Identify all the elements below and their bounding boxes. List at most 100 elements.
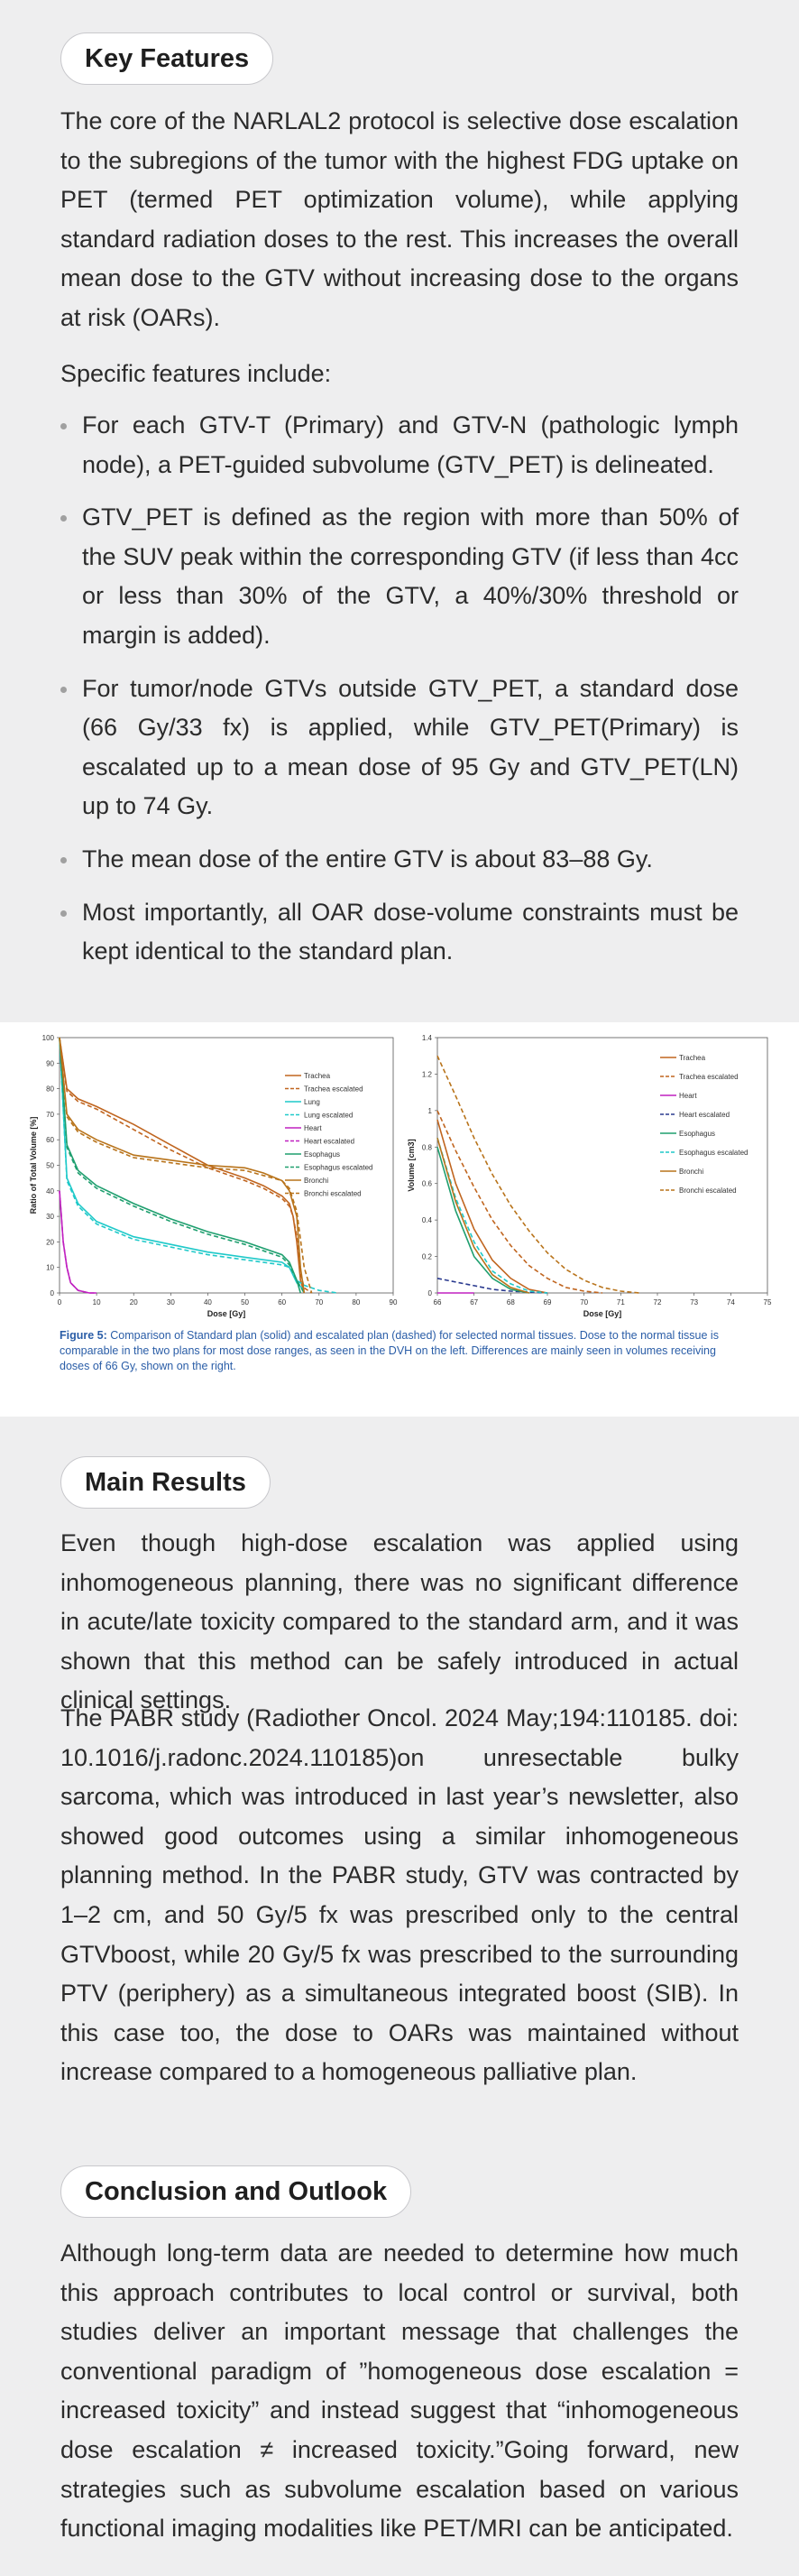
x-tick-label: 68 [507, 1298, 515, 1306]
x-tick-label: 70 [580, 1298, 588, 1306]
legend-label: Heart escalated [679, 1111, 730, 1119]
legend-label: Heart [679, 1092, 697, 1100]
bullet-icon [60, 686, 67, 693]
bullet-icon [60, 423, 67, 429]
list-item: For tumor/node GTVs outside GTV_PET, a s… [60, 669, 739, 826]
x-tick-label: 90 [390, 1298, 398, 1306]
bullet-text: Most importantly, all OAR dose-volume co… [82, 898, 739, 965]
y-tick-label: 40 [46, 1187, 54, 1196]
key-features-list: For each GTV-T (Primary) and GTV-N (path… [60, 406, 739, 985]
series-line [59, 1037, 313, 1294]
y-tick-label: 20 [46, 1238, 54, 1246]
figure-caption-text: Comparison of Standard plan (solid) and … [60, 1329, 719, 1372]
bullet-text: The mean dose of the entire GTV is about… [82, 845, 653, 873]
bullet-icon [60, 856, 67, 863]
key-features-lead: Specific features include: [60, 360, 332, 387]
legend-label: Bronchi [679, 1168, 703, 1176]
figure-caption-label: Figure 5: [60, 1329, 107, 1342]
x-tick-label: 70 [315, 1298, 323, 1306]
y-tick-label: 1.2 [422, 1070, 433, 1078]
x-tick-label: 69 [544, 1298, 552, 1306]
plot-area [59, 1037, 394, 1294]
y-tick-label: 80 [46, 1085, 54, 1094]
series-line [59, 1190, 97, 1294]
dvh-chart-right: 66 67 68 69 70 71 72 73 74 75 0 0.2 0.4 0.6 0.8 1 1.2 1.4… [407, 1034, 772, 1318]
bullet-text: GTV_PET is defined as the region with mo… [82, 503, 739, 649]
section-heading-conclusion: Conclusion and Outlook [60, 2165, 412, 2218]
y-tick-label: 0.4 [422, 1216, 433, 1224]
y-tick-label: 90 [46, 1059, 54, 1067]
y-tick-label: 30 [46, 1213, 54, 1221]
legend-label: Trachea [304, 1072, 331, 1080]
legend-label: Trachea [679, 1054, 706, 1062]
legend-label: Lung [304, 1098, 320, 1106]
list-item: The mean dose of the entire GTV is about… [60, 840, 739, 880]
legend-label: Lung escalated [304, 1112, 353, 1120]
y-tick-label: 50 [46, 1162, 54, 1170]
series-line [436, 1119, 548, 1294]
series-line [59, 1037, 306, 1294]
bullet-icon [60, 909, 67, 917]
x-tick-label: 30 [167, 1298, 175, 1306]
x-tick-label: 74 [727, 1298, 735, 1306]
y-tick-label: 0.2 [422, 1253, 433, 1261]
y-tick-label: 70 [46, 1111, 54, 1119]
x-tick-label: 60 [278, 1298, 286, 1306]
legend-label: Bronchi escalated [304, 1190, 362, 1198]
section-heading-key-features: Key Features [60, 32, 274, 85]
series-line [436, 1278, 548, 1294]
y-tick-label: 10 [46, 1264, 54, 1272]
bullet-text: For tumor/node GTVs outside GTV_PET, a s… [82, 674, 739, 820]
figure-caption: Figure 5: Comparison of Standard plan (s… [60, 1328, 745, 1374]
series-line [59, 1037, 305, 1294]
main-results-paragraph-1: Even though high-dose escalation was app… [60, 1529, 739, 1714]
legend-label: Bronchi [304, 1177, 328, 1185]
legend-label: Esophagus escalated [679, 1149, 748, 1157]
list-item: GTV_PET is defined as the region with mo… [60, 498, 739, 655]
x-tick-label: 20 [130, 1298, 138, 1306]
y-tick-label: 1.4 [422, 1034, 433, 1042]
x-tick-label: 50 [241, 1298, 249, 1306]
y-tick-label: 1 [428, 1107, 433, 1115]
figure-panel: 0 10 20 30 40 50 60 70 80 90 0 10 20 30 40 50 60 70 80 90 10… [0, 1022, 799, 1417]
x-tick-label: 67 [470, 1298, 478, 1306]
legend-label: Trachea escalated [304, 1085, 363, 1094]
bullet-text: For each GTV-T (Primary) and GTV-N (path… [82, 411, 739, 478]
y-tick-label: 0.6 [422, 1180, 433, 1188]
x-axis-label: Dose [Gy] [207, 1309, 246, 1318]
x-tick-label: 72 [654, 1298, 662, 1306]
legend-label: Trachea escalated [679, 1073, 739, 1081]
y-tick-label: 60 [46, 1136, 54, 1144]
series-line [59, 1037, 338, 1294]
series-line [436, 1137, 548, 1294]
x-tick-label: 0 [58, 1298, 62, 1306]
x-tick-label: 66 [434, 1298, 442, 1306]
x-tick-label: 75 [764, 1298, 772, 1306]
x-axis-label: Dose [Gy] [583, 1309, 622, 1318]
series-line [436, 1147, 529, 1294]
bullet-icon [60, 515, 67, 522]
list-item: For each GTV-T (Primary) and GTV-N (path… [60, 406, 739, 485]
list-item: Most importantly, all OAR dose-volume co… [60, 893, 739, 972]
legend-label: Esophagus escalated [304, 1164, 373, 1172]
y-tick-label: 100 [42, 1034, 55, 1042]
series-line [436, 1137, 529, 1294]
legend-label: Heart escalated [304, 1138, 354, 1146]
y-axis-label: Volume [cm3] [407, 1139, 416, 1191]
series-line [436, 1055, 639, 1294]
series-line [436, 1110, 603, 1294]
x-tick-label: 10 [93, 1298, 101, 1306]
y-tick-label: 0.8 [422, 1143, 433, 1151]
x-tick-label: 71 [617, 1298, 625, 1306]
series-line [59, 1037, 313, 1294]
main-results-paragraph-2: The PABR study (Radiother Oncol. 2024 Ma… [60, 1704, 739, 2086]
x-tick-label: 73 [690, 1298, 698, 1306]
y-tick-label: 0 [428, 1289, 433, 1297]
key-features-intro: The core of the NARLAL2 protocol is sele… [60, 107, 739, 331]
y-tick-label: 0 [51, 1289, 55, 1297]
section-heading-main-results: Main Results [60, 1456, 271, 1509]
x-tick-label: 80 [352, 1298, 360, 1306]
dvh-chart-left: 0 10 20 30 40 50 60 70 80 90 0 10 20 30 40 50 60 70 80 90 10… [29, 1034, 398, 1318]
legend-label: Esophagus [304, 1150, 340, 1159]
legend-label: Esophagus [679, 1130, 715, 1138]
